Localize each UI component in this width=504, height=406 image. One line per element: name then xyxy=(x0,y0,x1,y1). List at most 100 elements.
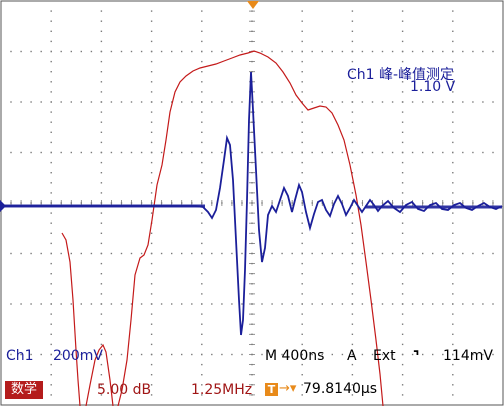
grid-dot xyxy=(301,50,303,53)
grid-dot xyxy=(351,50,354,53)
grid-dot xyxy=(271,50,273,53)
grid-dot xyxy=(391,252,394,255)
grid-dot xyxy=(201,374,203,376)
grid-dot xyxy=(191,353,193,356)
math-scale[interactable]: 5.00 dB xyxy=(97,382,152,398)
grid-dot xyxy=(301,374,303,376)
grid-dot xyxy=(201,293,203,295)
grid-dot xyxy=(401,353,404,356)
grid-dot xyxy=(411,303,414,305)
grid-dot xyxy=(261,151,263,154)
grid-dot xyxy=(452,60,454,63)
grid-dot xyxy=(100,293,103,295)
grid-dot xyxy=(150,192,153,194)
grid-dot xyxy=(351,172,354,174)
grid-dot xyxy=(201,384,203,386)
grid-dot xyxy=(432,353,434,356)
grid-dot xyxy=(40,353,42,356)
grid-dot xyxy=(351,212,354,214)
grid-dot xyxy=(361,252,364,255)
grid-dot xyxy=(100,40,103,43)
grid-dot xyxy=(361,101,364,103)
grid-dot xyxy=(301,212,303,214)
grid-dot xyxy=(160,303,163,305)
grid-dot xyxy=(462,303,464,305)
grid-dot xyxy=(201,252,203,255)
grid-dot xyxy=(171,252,173,255)
grid-dot xyxy=(462,50,464,53)
grid-dot xyxy=(401,374,404,376)
grid-dot xyxy=(261,101,263,103)
grid-dot xyxy=(140,151,143,154)
grid-dot xyxy=(351,40,354,43)
grid-dot xyxy=(231,101,233,103)
grid-dot xyxy=(371,101,374,103)
grid-dot xyxy=(150,293,153,295)
grid-dot xyxy=(351,30,354,32)
grid-dot xyxy=(452,10,454,12)
grid-dot xyxy=(401,40,404,43)
grid-dot xyxy=(401,333,404,335)
grid-dot xyxy=(140,101,143,103)
grid-dot xyxy=(130,50,133,53)
math-fft-trace xyxy=(61,50,384,406)
math-frequency[interactable]: 1.25MHz xyxy=(191,382,253,398)
grid-dot xyxy=(80,353,82,356)
grid-dot xyxy=(281,303,283,305)
channel1-scale[interactable]: 200mV xyxy=(53,348,103,364)
grid-dot xyxy=(442,303,444,305)
grid-dot xyxy=(201,273,203,275)
grid-dot xyxy=(331,101,333,103)
grid-dot xyxy=(150,30,153,32)
trigger-level[interactable]: 114mV xyxy=(443,348,493,364)
grid-dot xyxy=(90,303,93,305)
grid-dot xyxy=(452,81,454,83)
grid-dot xyxy=(401,151,404,154)
grid-dot xyxy=(150,182,153,184)
grid-dot xyxy=(100,101,103,103)
grid-dot xyxy=(221,303,223,305)
grid-dot xyxy=(110,151,113,154)
grid-dot xyxy=(201,81,203,83)
grid-dot xyxy=(351,141,354,144)
grid-dot xyxy=(90,353,93,356)
grid-dot xyxy=(130,303,133,305)
grid-dot xyxy=(371,252,374,255)
grid-dot xyxy=(351,131,354,133)
grid-dot xyxy=(150,384,153,386)
grid-dot xyxy=(442,50,444,53)
grid-dot xyxy=(100,262,103,265)
grid-dot xyxy=(120,353,123,356)
grid-dot xyxy=(50,172,52,174)
grid-dot xyxy=(442,101,444,103)
grid-dot xyxy=(351,151,354,154)
trigger-source[interactable]: Ext xyxy=(373,348,396,364)
grid-dot xyxy=(40,50,42,53)
math-badge[interactable]: 数学 xyxy=(5,381,43,399)
grid-dot xyxy=(452,232,454,234)
grid-dot xyxy=(452,252,454,255)
grid-dot xyxy=(201,303,203,305)
grid-dot xyxy=(442,151,444,154)
grid-dot xyxy=(150,394,153,396)
grid-dot xyxy=(391,101,394,103)
grid-dot xyxy=(291,151,293,154)
grid-dot xyxy=(80,101,82,103)
grid-dot xyxy=(30,101,32,103)
grid-dot xyxy=(50,182,52,184)
grid-dot xyxy=(50,273,52,275)
grid-dot xyxy=(100,374,103,376)
grid-dot xyxy=(452,161,454,164)
grid-dot xyxy=(201,71,203,73)
grid-dot xyxy=(150,363,153,366)
grid-dot xyxy=(50,20,52,22)
trigger-delay[interactable]: 79.8140µs xyxy=(303,381,378,397)
channel1-label[interactable]: Ch1 xyxy=(6,348,34,364)
grid-dot xyxy=(150,343,153,346)
grid-dot xyxy=(301,283,303,285)
timebase-readout[interactable]: M 400ns xyxy=(265,348,325,364)
grid-dot xyxy=(351,91,354,93)
grid-dot xyxy=(351,111,354,113)
grid-dot xyxy=(301,60,303,63)
